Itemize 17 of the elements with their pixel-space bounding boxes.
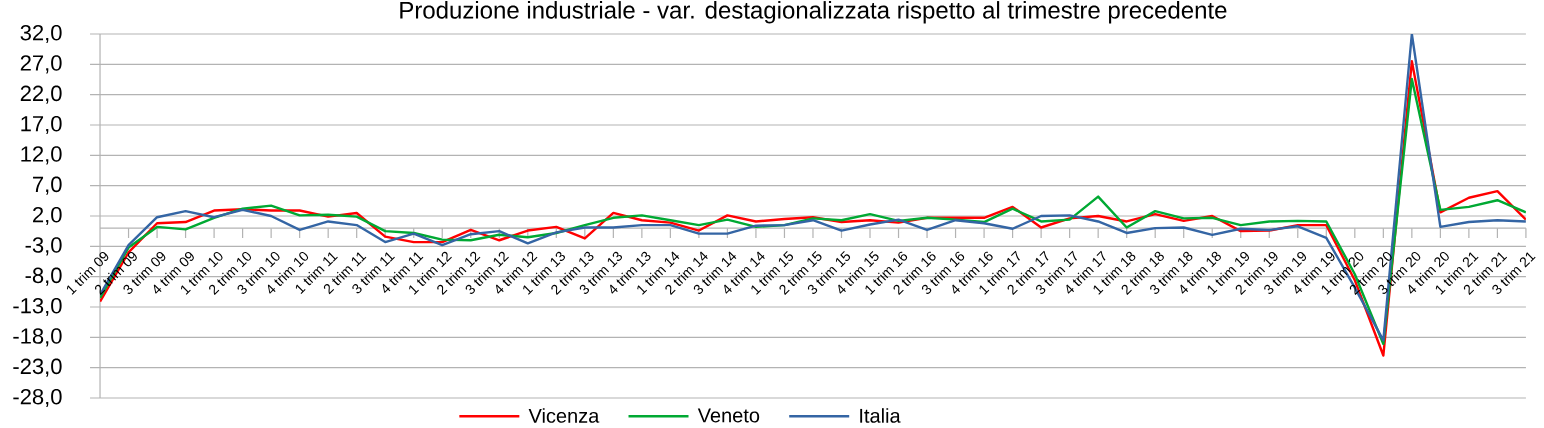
legend-label: Vicenza: [528, 408, 600, 423]
y-tick-label: 17,0: [21, 115, 62, 135]
y-tick-label: 32,0: [20, 24, 62, 44]
y-tick-label: 27,0: [20, 55, 62, 74]
chart-title: Produzione industriale - var. destagionalizzata rispetto al trimestre precedente: [400, 1, 1227, 24]
y-tick-label: -13,0: [13, 297, 62, 317]
y-tick-label: 22,0: [20, 85, 62, 104]
y-tick-label: -8,0: [25, 267, 62, 286]
y-tick-label: -23,0: [13, 358, 62, 377]
y-tick-label: 2,0: [33, 206, 62, 226]
y-tick-label: 7,0: [33, 176, 62, 195]
y-tick-label: -3,0: [25, 237, 62, 256]
legend-label: Veneto: [697, 408, 760, 423]
legend-label: Italia: [860, 408, 901, 423]
y-tick-label: -28,0: [13, 388, 62, 408]
y-tick-label: -18,0: [13, 328, 62, 347]
y-tick-label: 12,0: [21, 146, 62, 165]
